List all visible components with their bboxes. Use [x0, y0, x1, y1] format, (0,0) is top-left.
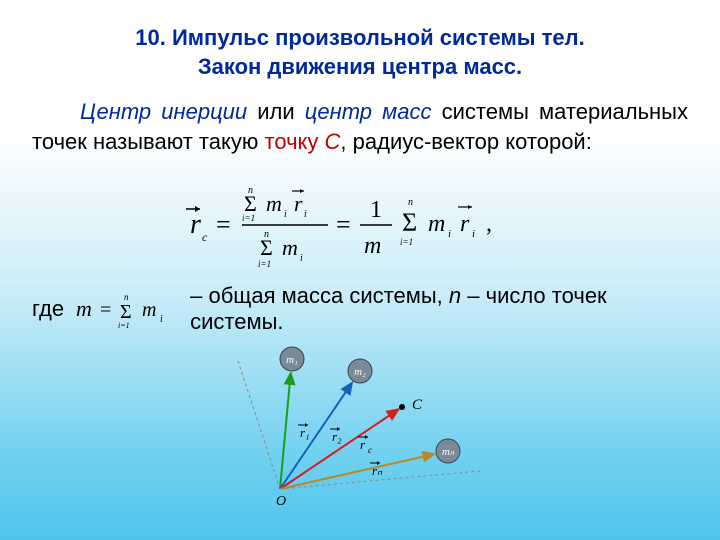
svg-text:i: i [304, 209, 307, 220]
svg-text:m: m [282, 235, 298, 260]
point-c-letter: С [325, 129, 341, 154]
svg-text:c: c [368, 445, 372, 455]
svg-text:O: O [276, 494, 286, 509]
title-line-2: Закон движения центра масс. [198, 54, 522, 79]
svg-text:m: m [428, 211, 445, 237]
svg-text:i=1: i=1 [400, 237, 413, 247]
svg-text:Σ: Σ [260, 235, 273, 260]
svg-text:n: n [408, 197, 413, 208]
svg-text:m₂: m₂ [354, 366, 366, 378]
where-tail: – общая масса системы, n – число точек с… [190, 283, 688, 335]
svg-text:i=1: i=1 [258, 259, 271, 269]
svg-text:c: c [202, 230, 208, 244]
svg-text:m: m [266, 191, 282, 216]
svg-text:i: i [160, 314, 163, 325]
point-c-text: точку [264, 129, 324, 154]
svg-text:r: r [360, 437, 366, 452]
svg-text:r: r [460, 211, 470, 237]
svg-text:i: i [300, 253, 303, 264]
svg-text:i: i [284, 209, 287, 220]
svg-text:i: i [472, 228, 475, 240]
svg-text:Σ: Σ [120, 301, 132, 323]
where-label: где [32, 296, 64, 322]
vector-diagram: m₁ m₂ mₙ C Or₁ r₂ rcrₙ [32, 341, 688, 516]
svg-text:=: = [336, 210, 351, 239]
where-line: где m = n Σ i=1 m i – общая масса систем… [32, 283, 688, 335]
svg-text:r: r [190, 209, 201, 240]
svg-text:1: 1 [370, 197, 382, 223]
slide-title: 10. Импульс произвольной системы тел. За… [32, 18, 688, 87]
svg-text:r₂: r₂ [332, 429, 342, 444]
svg-text:m: m [76, 296, 92, 321]
svg-text:=: = [100, 299, 111, 321]
term-center-inertia: Центр инерции [80, 99, 247, 124]
svg-text:,: , [486, 211, 492, 237]
svg-text:m: m [364, 233, 381, 259]
svg-text:mₙ: mₙ [442, 446, 455, 458]
svg-text:i=1: i=1 [242, 213, 255, 223]
svg-text:m: m [142, 299, 156, 321]
svg-text:m₁: m₁ [286, 354, 298, 366]
svg-text:r: r [294, 191, 303, 216]
term-center-mass: центр масс [305, 99, 432, 124]
mass-sum-formula: m = n Σ i=1 m i [72, 288, 182, 330]
main-formula: r c = n Σ i=1 m i r i n Σ i=1 m i = [32, 175, 688, 275]
svg-text:i: i [448, 228, 451, 240]
svg-text:i=1: i=1 [118, 321, 130, 330]
svg-text:rₙ: rₙ [372, 463, 383, 478]
svg-text:Σ: Σ [402, 208, 417, 237]
title-line-1: 10. Импульс произвольной системы тел. [135, 25, 584, 50]
body-paragraph: Центр инерции или центр масс системы мат… [32, 97, 688, 156]
svg-text:=: = [216, 210, 231, 239]
svg-text:C: C [412, 397, 423, 413]
svg-text:r₁: r₁ [300, 425, 310, 440]
